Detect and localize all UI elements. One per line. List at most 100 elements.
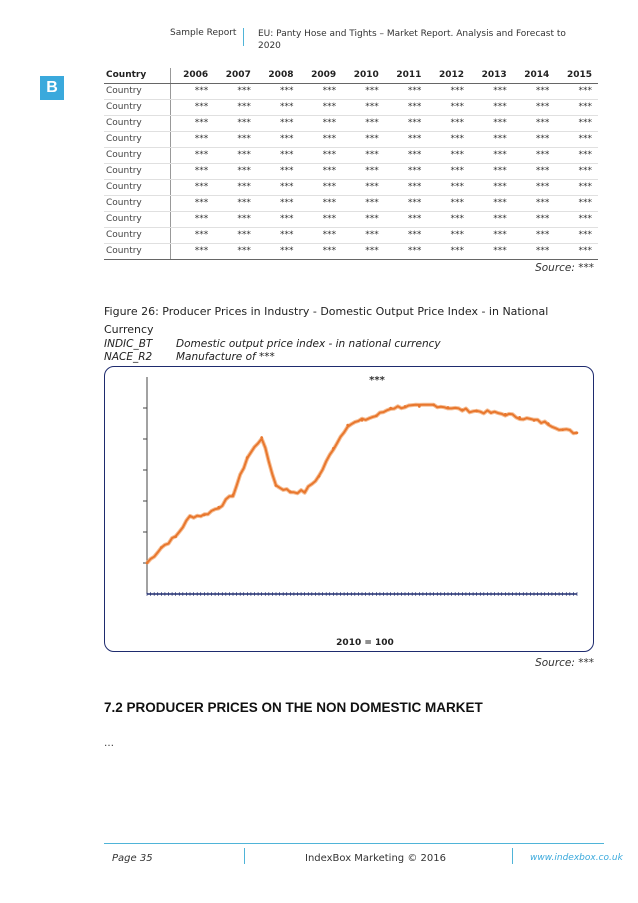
chart-data-point <box>432 403 435 407</box>
chart-data-point <box>561 428 564 431</box>
figure-meta-nace: NACE_R2 Manufacture of *** <box>104 351 275 363</box>
chart-data-point <box>504 412 507 416</box>
section-heading: 7.2 PRODUCER PRICES ON THE NON DOMESTIC … <box>104 700 483 715</box>
table-source: Source: *** <box>535 262 594 274</box>
value-cell: *** <box>427 227 471 244</box>
value-cell: *** <box>214 131 257 148</box>
table-row: Country *** *** *** *** *** *** *** *** *** *** <box>104 99 598 116</box>
value-cell: *** <box>256 195 300 212</box>
value-cell: *** <box>256 163 300 180</box>
meta-value: Manufacture of *** <box>176 351 275 363</box>
footer-website-link[interactable]: www.indexbox.co.uk <box>530 853 623 863</box>
value-cell: *** <box>256 211 300 228</box>
value-cell: *** <box>170 211 215 228</box>
table-row: Country *** *** *** *** *** *** *** *** *** *** <box>104 179 598 196</box>
value-cell: *** <box>427 243 471 260</box>
chart-data-point <box>217 505 220 509</box>
country-cell: Country <box>104 99 172 116</box>
chart-data-point <box>145 561 149 565</box>
meta-key: INDIC_BT <box>104 338 153 350</box>
value-cell: *** <box>384 243 428 260</box>
value-cell: *** <box>342 163 385 180</box>
value-cell: *** <box>299 211 343 228</box>
column-header: 2009 <box>299 68 343 84</box>
chart-series-glow <box>145 402 578 565</box>
value-cell: *** <box>214 179 257 196</box>
value-cell: *** <box>555 99 598 116</box>
value-cell: *** <box>427 163 471 180</box>
footer-separator <box>244 848 245 864</box>
footer-divider <box>104 843 604 844</box>
chart-data-point <box>375 414 378 418</box>
column-header: 2010 <box>342 68 385 84</box>
value-cell: *** <box>170 243 215 260</box>
value-cell: *** <box>256 147 300 164</box>
value-cell: *** <box>384 179 428 196</box>
value-cell: *** <box>170 195 215 212</box>
value-cell: *** <box>170 227 215 244</box>
chart-data-point <box>446 406 450 409</box>
value-cell: *** <box>214 211 257 228</box>
value-cell: *** <box>512 195 556 212</box>
country-cell: Country <box>104 163 172 180</box>
value-cell: *** <box>470 243 513 260</box>
value-cell: *** <box>299 131 343 148</box>
chart-title: *** <box>369 375 385 386</box>
chart-data-point <box>203 513 206 517</box>
value-cell: *** <box>427 99 471 116</box>
value-cell: *** <box>470 195 513 212</box>
column-header: 2013 <box>470 68 513 84</box>
footer-page-number: Page 35 <box>112 853 153 864</box>
value-cell: *** <box>214 99 257 116</box>
chart-data-point <box>274 484 278 487</box>
value-cell: *** <box>342 243 385 260</box>
value-cell: *** <box>342 131 385 148</box>
value-cell: *** <box>427 195 471 212</box>
chart-data-point <box>489 411 493 414</box>
value-cell: *** <box>470 211 513 228</box>
value-cell: *** <box>256 227 300 244</box>
value-cell: *** <box>170 99 215 116</box>
value-cell: *** <box>384 99 428 116</box>
value-cell: *** <box>214 115 257 132</box>
table-row: Country *** *** *** *** *** *** *** *** *** *** <box>104 163 598 180</box>
table-row: Country *** *** *** *** *** *** *** *** *** *** <box>104 115 598 132</box>
value-cell: *** <box>299 163 343 180</box>
value-cell: *** <box>214 227 257 244</box>
value-cell: *** <box>470 83 513 100</box>
value-cell: *** <box>342 99 385 116</box>
chart-data-point <box>174 535 177 538</box>
chart-data-point <box>461 408 464 412</box>
value-cell: *** <box>342 195 385 212</box>
value-cell: *** <box>470 227 513 244</box>
value-cell: *** <box>555 179 598 196</box>
chart-x-axis-label: 2010 = 100 <box>336 638 394 648</box>
value-cell: *** <box>342 211 385 228</box>
value-cell: *** <box>170 83 215 100</box>
value-cell: *** <box>512 131 556 148</box>
column-header: 2006 <box>170 68 215 84</box>
column-header: 2011 <box>384 68 428 84</box>
value-cell: *** <box>470 99 513 116</box>
footer-copyright: IndexBox Marketing © 2016 <box>305 853 446 864</box>
table-row: Country *** *** *** *** *** *** *** *** *** *** <box>104 195 598 212</box>
chart-data-point <box>518 416 521 419</box>
value-cell: *** <box>256 99 300 116</box>
value-cell: *** <box>214 83 257 100</box>
meta-value: Domestic output price index - in nationa… <box>176 338 441 350</box>
value-cell: *** <box>512 163 556 180</box>
chart-data-point <box>303 490 306 493</box>
value-cell: *** <box>214 163 257 180</box>
value-cell: *** <box>470 163 513 180</box>
value-cell: *** <box>256 115 300 132</box>
value-cell: *** <box>384 211 428 228</box>
table-row: Country *** *** *** *** *** *** *** *** *** *** <box>104 211 598 228</box>
value-cell: *** <box>256 131 300 148</box>
value-cell: *** <box>342 115 385 132</box>
indexbox-logo: B <box>40 76 64 100</box>
country-data-table: Country 2006 2007 2008 2009 2010 2011 20… <box>104 68 598 260</box>
chart-data-point <box>188 515 192 518</box>
value-cell: *** <box>299 99 343 116</box>
column-header: 2015 <box>555 68 598 84</box>
figure-source: Source: *** <box>535 657 594 669</box>
